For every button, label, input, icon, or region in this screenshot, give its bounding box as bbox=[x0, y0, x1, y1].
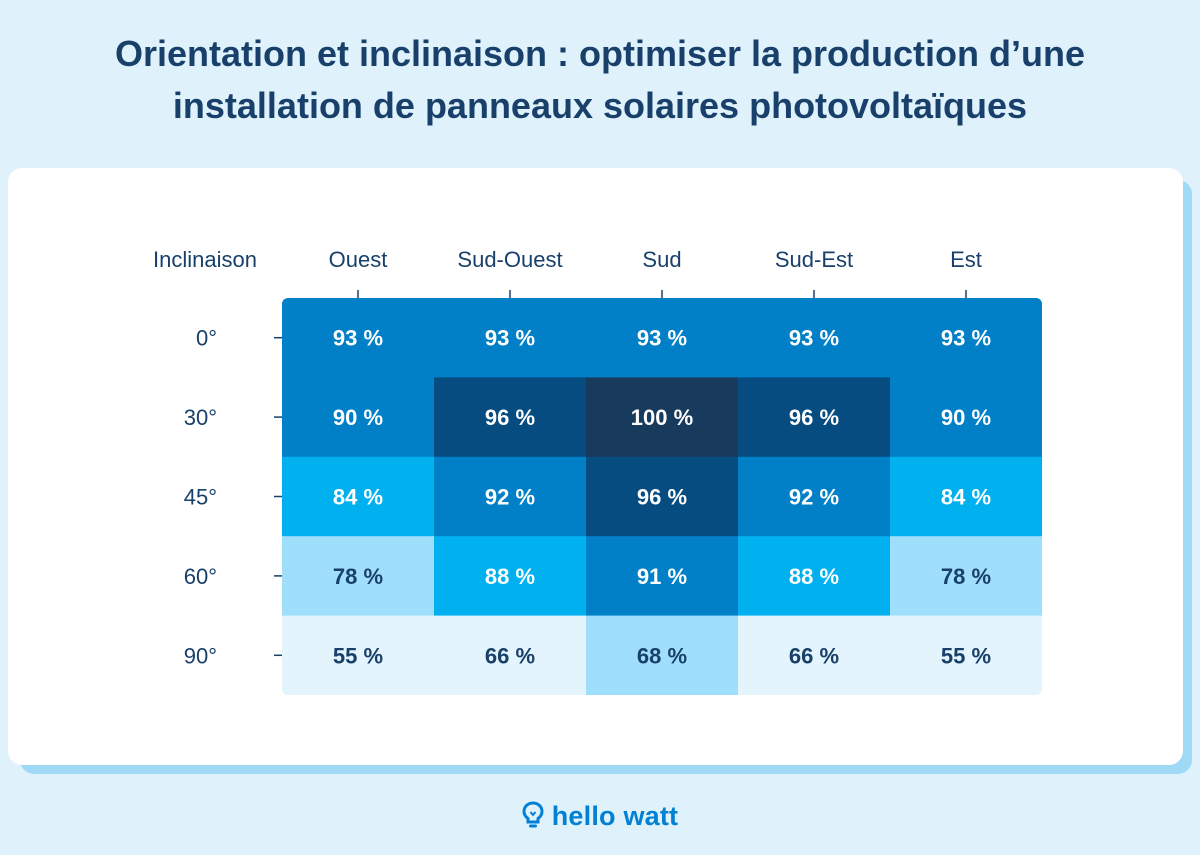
column-header: Sud-Ouest bbox=[457, 247, 562, 272]
title-line-1: Orientation et inclinaison : optimiser l… bbox=[114, 33, 1086, 74]
column-header: Ouest bbox=[329, 247, 388, 272]
heatmap-cell bbox=[738, 536, 891, 617]
column-header: Est bbox=[950, 247, 982, 272]
heatmap-cell bbox=[586, 298, 739, 378]
cell-value-label: 66 % bbox=[485, 643, 535, 668]
cell-value-label: 96 % bbox=[789, 405, 839, 430]
chart-card: Inclinaison Ouest Sud-Ouest Sud Sud-Est Est 0°… bbox=[8, 168, 1183, 765]
cell-value-label: 78 % bbox=[333, 564, 383, 589]
cell-value-label: 90 % bbox=[333, 405, 383, 430]
heatmap-cell bbox=[434, 536, 587, 617]
heatmap-cell bbox=[738, 456, 891, 537]
cell-value-label: 88 % bbox=[789, 564, 839, 589]
cell-value-label: 93 % bbox=[485, 326, 535, 351]
heatmap-cell bbox=[890, 456, 1042, 537]
heatmap-cell bbox=[282, 456, 435, 537]
heatmap-cell bbox=[586, 615, 739, 695]
heatmap-cell bbox=[586, 536, 739, 617]
corner-label: Inclinaison bbox=[153, 247, 257, 272]
cell-value-label: 88 % bbox=[485, 564, 535, 589]
heatmap-cell bbox=[282, 615, 435, 695]
cell-value-label: 55 % bbox=[333, 643, 383, 668]
heatmap-cell bbox=[890, 536, 1042, 617]
heatmap-cell bbox=[434, 377, 587, 458]
heatmap-cell bbox=[738, 298, 891, 378]
row-label: 0° bbox=[196, 326, 217, 351]
column-header: Sud-Est bbox=[775, 247, 853, 272]
heatmap-cell bbox=[890, 377, 1042, 458]
brand-logo-text: hello watt bbox=[551, 800, 679, 831]
column-header: Sud bbox=[642, 247, 681, 272]
cell-value-label: 96 % bbox=[637, 485, 687, 510]
lightbulb-icon bbox=[522, 801, 544, 828]
heatmap-cell bbox=[586, 377, 739, 458]
cell-value-label: 68 % bbox=[637, 643, 687, 668]
heatmap-cell bbox=[282, 377, 435, 458]
cell-value-label: 93 % bbox=[637, 326, 687, 351]
cell-value-label: 84 % bbox=[941, 485, 991, 510]
cell-value-label: 92 % bbox=[485, 485, 535, 510]
heatmap-chart: Inclinaison Ouest Sud-Ouest Sud Sud-Est Est 0°… bbox=[153, 247, 1042, 695]
brand-footer: hello watt bbox=[0, 796, 1200, 836]
title-line-2: installation de panneaux solaires photov… bbox=[172, 85, 1028, 126]
cell-value-label: 92 % bbox=[789, 485, 839, 510]
cell-value-label: 93 % bbox=[789, 326, 839, 351]
heatmap-cell bbox=[282, 536, 435, 617]
cell-value-label: 90 % bbox=[941, 405, 991, 430]
heatmap-cell bbox=[738, 377, 891, 458]
heatmap-cell bbox=[890, 298, 1042, 378]
row-label: 90° bbox=[184, 643, 217, 668]
chart-title: Orientation et inclinaison : optimiser l… bbox=[0, 28, 1200, 132]
heatmap-cell bbox=[890, 615, 1042, 695]
cell-value-label: 55 % bbox=[941, 643, 991, 668]
cell-value-label: 84 % bbox=[333, 485, 383, 510]
heatmap-cell bbox=[738, 615, 891, 695]
heatmap-cells bbox=[282, 298, 1042, 695]
row-label: 30° bbox=[184, 405, 217, 430]
cell-value-label: 100 % bbox=[631, 405, 693, 430]
heatmap-cell bbox=[434, 298, 587, 378]
heatmap-cell bbox=[434, 615, 587, 695]
cell-value-label: 91 % bbox=[637, 564, 687, 589]
cell-value-label: 78 % bbox=[941, 564, 991, 589]
cell-value-label: 93 % bbox=[941, 326, 991, 351]
row-label: 45° bbox=[184, 485, 217, 510]
heatmap-cell bbox=[282, 298, 435, 378]
heatmap-cell bbox=[434, 456, 587, 537]
row-label: 60° bbox=[184, 564, 217, 589]
cell-value-label: 66 % bbox=[789, 643, 839, 668]
cell-value-label: 96 % bbox=[485, 405, 535, 430]
cell-value-label: 93 % bbox=[333, 326, 383, 351]
heatmap-cell bbox=[586, 456, 739, 537]
